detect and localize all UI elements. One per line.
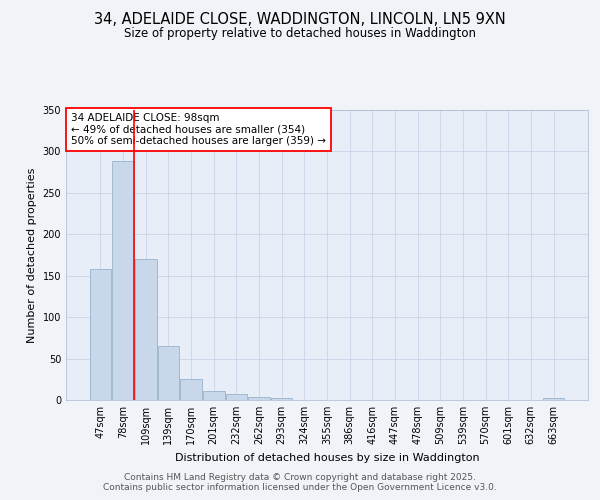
- Bar: [226, 394, 247, 400]
- Bar: [90, 269, 111, 400]
- Bar: [271, 398, 292, 400]
- Bar: [181, 380, 202, 400]
- Bar: [543, 398, 564, 400]
- X-axis label: Distribution of detached houses by size in Waddington: Distribution of detached houses by size …: [175, 452, 479, 462]
- Text: 34, ADELAIDE CLOSE, WADDINGTON, LINCOLN, LN5 9XN: 34, ADELAIDE CLOSE, WADDINGTON, LINCOLN,…: [94, 12, 506, 28]
- Text: Contains HM Land Registry data © Crown copyright and database right 2025.
Contai: Contains HM Land Registry data © Crown c…: [103, 473, 497, 492]
- Bar: [112, 162, 134, 400]
- Y-axis label: Number of detached properties: Number of detached properties: [27, 168, 37, 342]
- Bar: [135, 259, 157, 400]
- Bar: [158, 346, 179, 400]
- Text: 34 ADELAIDE CLOSE: 98sqm
← 49% of detached houses are smaller (354)
50% of semi-: 34 ADELAIDE CLOSE: 98sqm ← 49% of detach…: [71, 113, 326, 146]
- Bar: [203, 391, 224, 400]
- Bar: [248, 396, 270, 400]
- Text: Size of property relative to detached houses in Waddington: Size of property relative to detached ho…: [124, 28, 476, 40]
